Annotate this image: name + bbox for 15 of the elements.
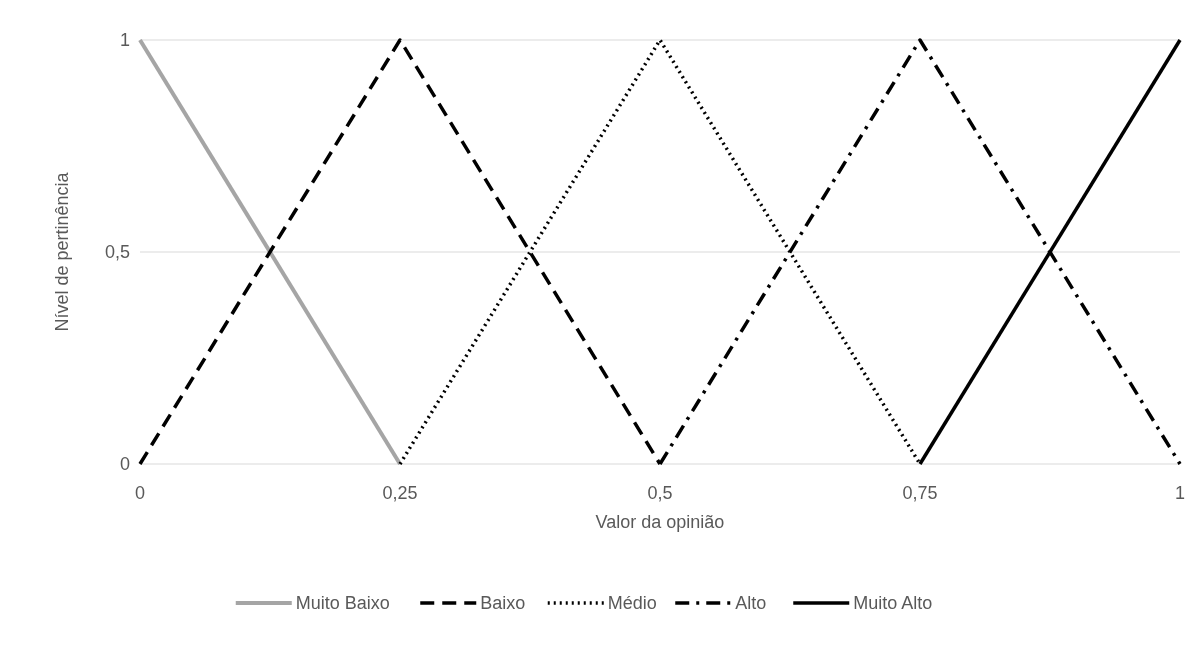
x-tick-label: 0,75 [902, 483, 938, 503]
y-axis-title: Nível de pertinência [52, 171, 72, 332]
y-tick-label: 1 [119, 30, 130, 51]
x-axis-title: Valor da opinião [595, 512, 725, 532]
x-tick-label: 0 [134, 483, 146, 503]
x-tick-label: 0,25 [382, 483, 418, 503]
y-tick-label: 0,5 [104, 242, 130, 263]
legend-label: Muito Alto [853, 593, 933, 614]
legend-label: Baixo [480, 593, 526, 614]
legend-label: Alto [735, 593, 767, 614]
legend-label: Muito Baixo [295, 593, 390, 614]
x-tick-label: 1 [1174, 483, 1186, 503]
y-tick-label: 0 [119, 454, 130, 475]
x-tick-label: 0,5 [647, 483, 673, 503]
legend-label: Médio [607, 593, 657, 614]
